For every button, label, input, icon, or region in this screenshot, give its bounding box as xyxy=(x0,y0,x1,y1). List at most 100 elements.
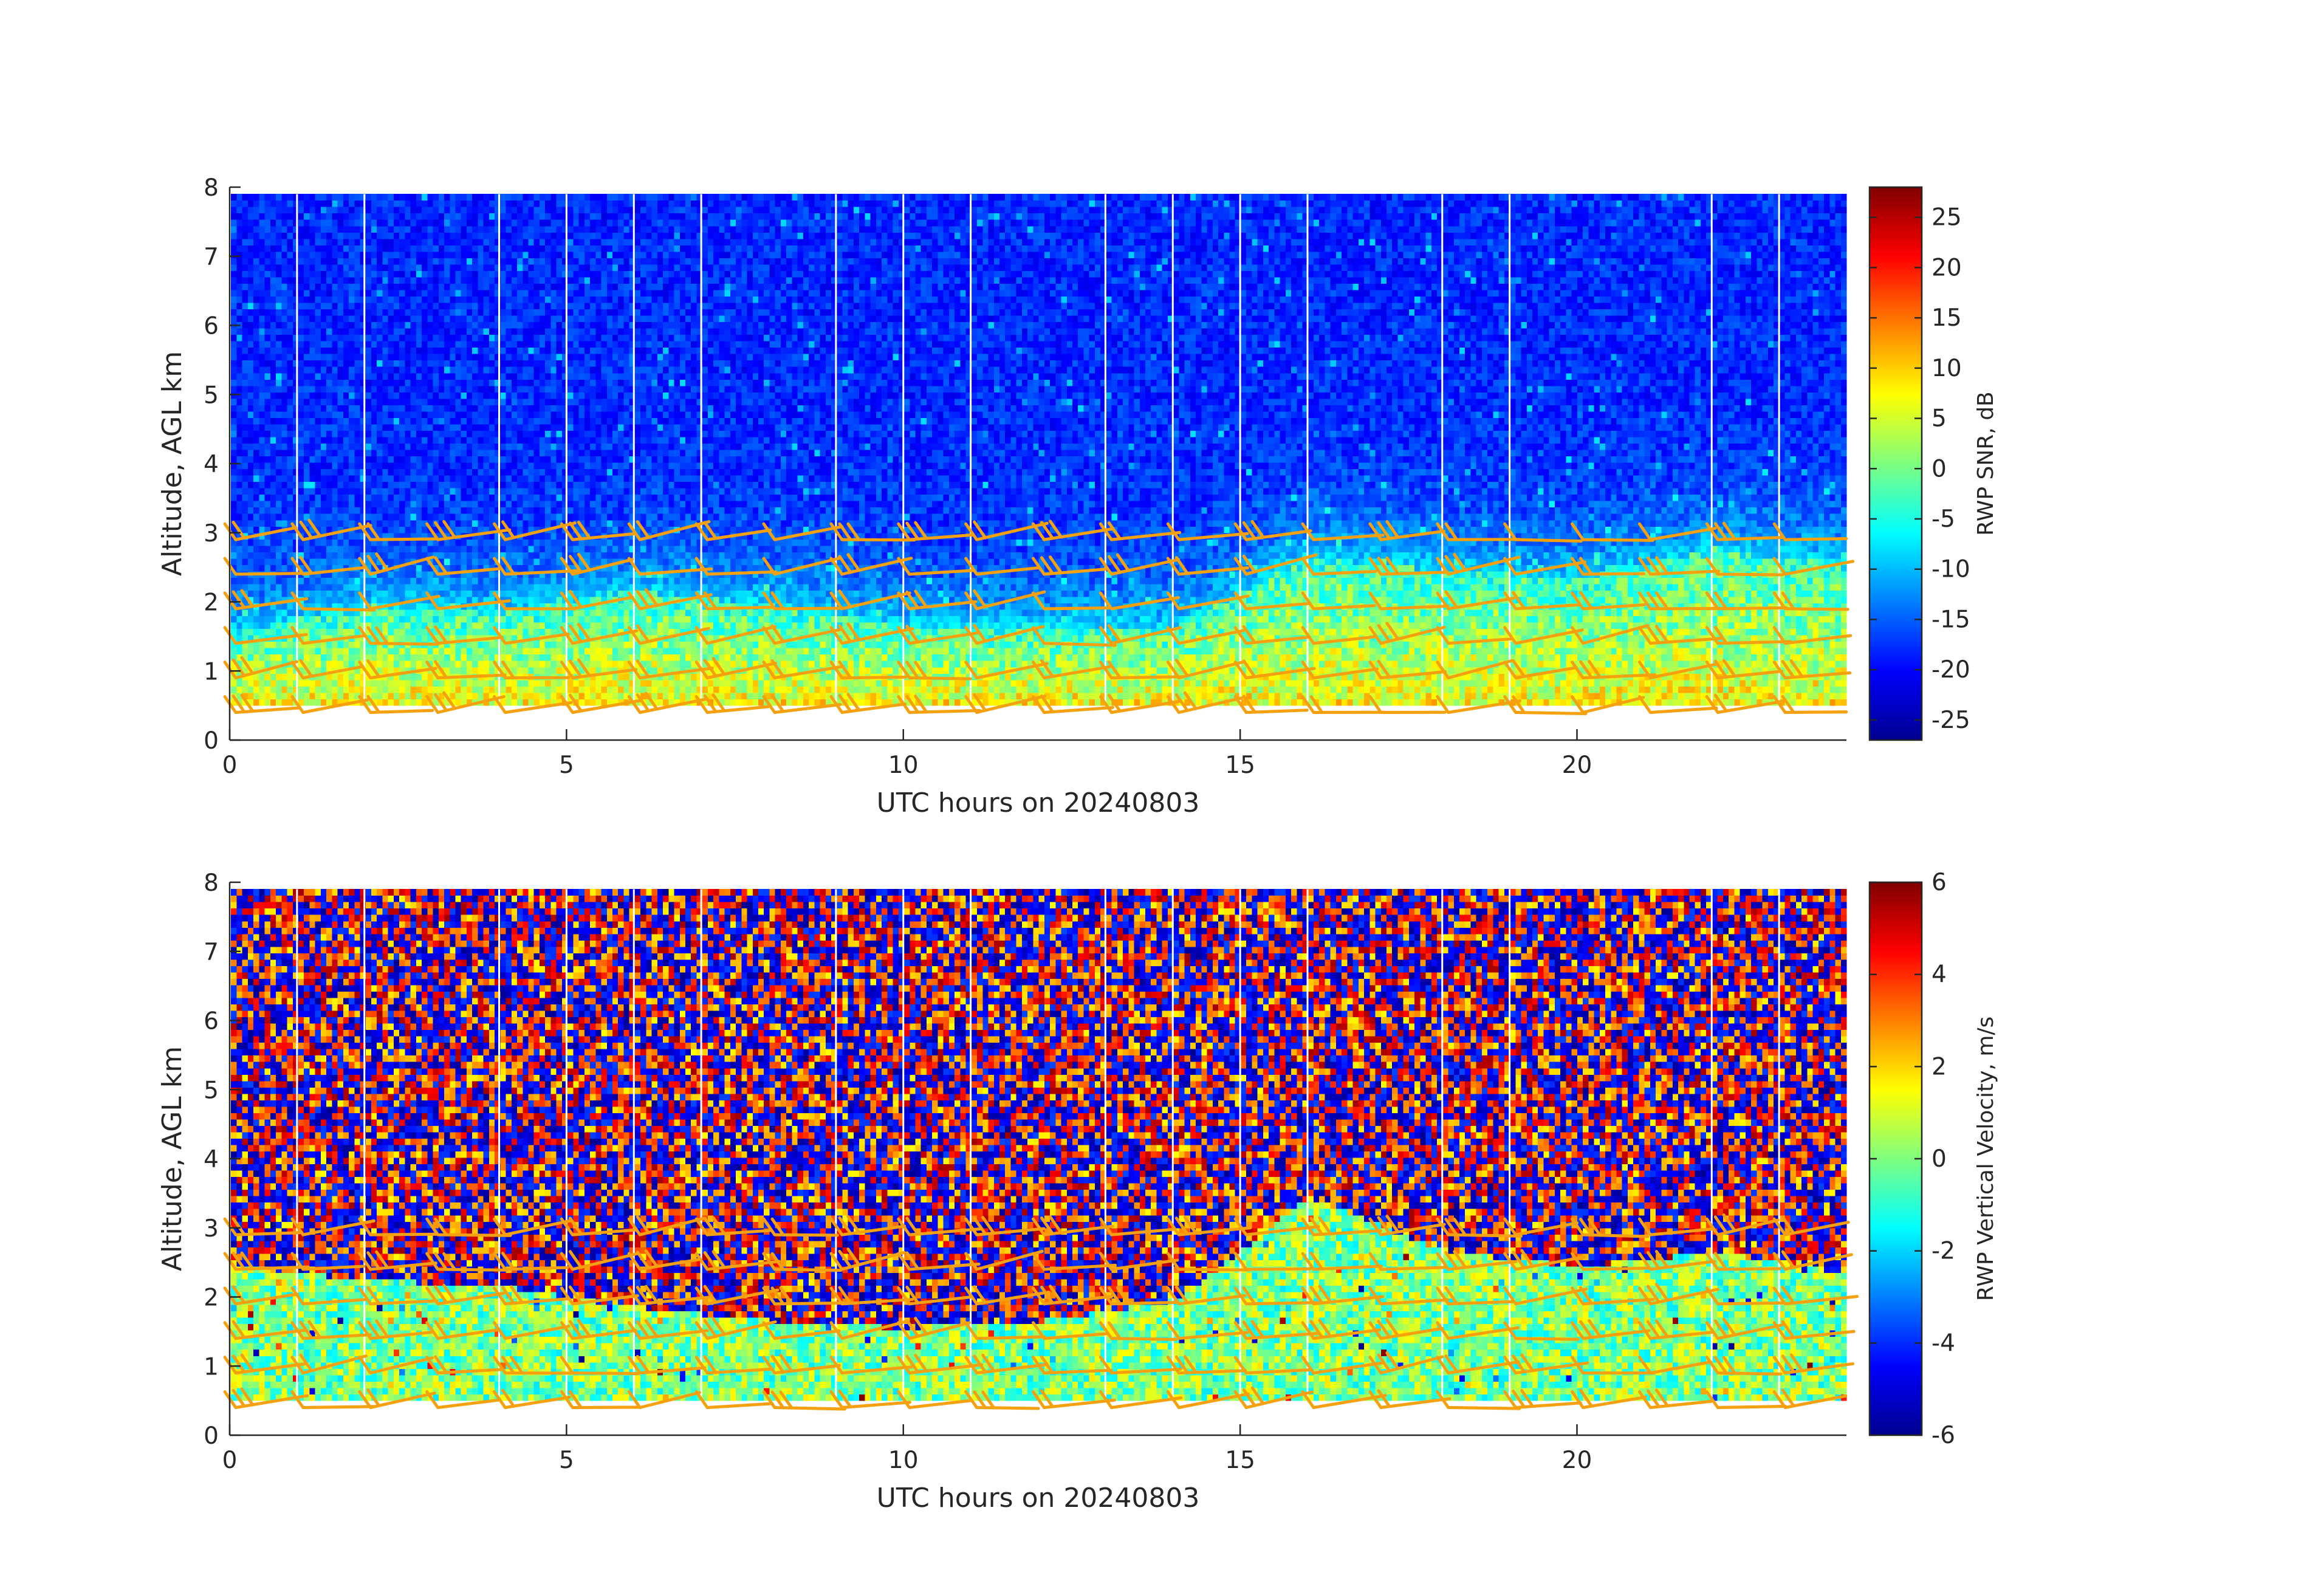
heatmap-cell xyxy=(287,315,293,322)
heatmap-cell xyxy=(236,469,242,476)
heatmap-cell xyxy=(354,315,360,322)
heatmap-cell xyxy=(338,348,344,354)
heatmap-cell xyxy=(383,335,389,341)
heatmap-cell xyxy=(326,450,332,456)
heatmap-cell xyxy=(231,622,237,629)
heatmap-cell xyxy=(259,654,265,661)
heatmap-cell xyxy=(259,341,265,348)
heatmap-cell xyxy=(310,475,316,482)
heatmap-cell xyxy=(265,437,271,444)
heatmap-cell xyxy=(253,430,259,437)
heatmap-cell xyxy=(253,660,259,667)
heatmap-cell xyxy=(231,226,237,233)
heatmap-cell xyxy=(248,322,254,329)
heatmap-cell xyxy=(287,533,293,540)
heatmap-cell xyxy=(236,264,242,271)
heatmap-cell xyxy=(366,309,372,316)
heatmap-cell xyxy=(343,450,349,456)
heatmap-cell xyxy=(315,341,321,348)
heatmap-cell xyxy=(354,252,360,258)
heatmap-cell xyxy=(287,546,293,552)
heatmap-cell xyxy=(310,539,316,546)
heatmap-cell xyxy=(281,539,287,546)
heatmap-cell xyxy=(349,616,355,623)
heatmap-cell xyxy=(265,348,271,354)
heatmap-cell xyxy=(326,501,332,507)
heatmap-cell xyxy=(281,501,287,507)
heatmap-cell xyxy=(321,270,327,277)
heatmap-cell xyxy=(383,341,389,348)
heatmap-cell xyxy=(377,341,383,348)
heatmap-cell xyxy=(338,309,344,316)
heatmap-cell xyxy=(231,430,237,437)
heatmap-cell xyxy=(259,597,265,603)
heatmap-cell xyxy=(236,309,242,316)
heatmap-cell xyxy=(377,462,383,469)
heatmap-cell xyxy=(354,335,360,341)
heatmap-cell xyxy=(338,648,344,654)
heatmap-cell xyxy=(276,411,282,418)
heatmap-cell xyxy=(276,226,282,233)
heatmap-cell xyxy=(332,648,338,654)
heatmap-cell xyxy=(371,399,377,405)
heatmap-cell xyxy=(253,501,259,507)
heatmap-cell xyxy=(349,590,355,597)
heatmap-cell xyxy=(304,680,310,687)
heatmap-cell xyxy=(366,399,372,405)
heatmap-cell xyxy=(248,622,254,629)
heatmap-cell xyxy=(366,379,372,386)
heatmap-cell xyxy=(231,207,237,213)
heatmap-cell xyxy=(304,207,310,213)
heatmap-cell xyxy=(377,194,383,201)
heatmap-cell xyxy=(281,399,287,405)
heatmap-cell xyxy=(354,207,360,213)
heatmap-cell xyxy=(270,699,276,705)
heatmap-cell xyxy=(259,680,265,687)
heatmap-cell xyxy=(354,642,360,648)
heatmap-cell xyxy=(371,584,377,591)
heatmap-cell xyxy=(366,405,372,411)
heatmap-cell xyxy=(366,354,372,360)
heatmap-cell xyxy=(332,264,338,271)
heatmap-cell xyxy=(281,379,287,386)
heatmap-cell xyxy=(231,443,237,450)
heatmap-cell xyxy=(377,424,383,431)
heatmap-cell xyxy=(321,616,327,623)
heatmap-cell xyxy=(321,469,327,476)
heatmap-cell xyxy=(265,430,271,437)
heatmap-cell xyxy=(248,693,254,699)
heatmap-cell xyxy=(259,322,265,329)
heatmap-cell xyxy=(304,462,310,469)
heatmap-cell xyxy=(276,315,282,322)
heatmap-cell xyxy=(298,348,304,354)
heatmap-cell xyxy=(321,399,327,405)
heatmap-cell xyxy=(332,520,338,527)
heatmap-cell xyxy=(354,341,360,348)
heatmap-cell xyxy=(343,629,349,636)
heatmap-cell xyxy=(366,252,372,258)
heatmap-cell xyxy=(270,424,276,431)
heatmap-cell xyxy=(242,520,249,527)
heatmap-cell xyxy=(253,264,259,271)
heatmap-cell xyxy=(281,309,287,316)
heatmap-cell xyxy=(231,392,237,399)
heatmap-cell xyxy=(281,213,287,220)
heatmap-cell xyxy=(281,533,287,540)
heatmap-cell xyxy=(338,456,344,463)
heatmap-cell xyxy=(349,437,355,444)
heatmap-cell xyxy=(270,642,276,648)
heatmap-cell xyxy=(343,354,349,360)
heatmap-cell xyxy=(231,328,237,335)
heatmap-cell xyxy=(354,290,360,297)
heatmap-cell xyxy=(377,495,383,501)
heatmap-cell xyxy=(315,360,321,367)
heatmap-cell xyxy=(343,207,349,213)
heatmap-cell xyxy=(242,245,249,252)
heatmap-cell xyxy=(377,360,383,367)
heatmap-cell xyxy=(259,482,265,489)
heatmap-cell xyxy=(259,348,265,354)
heatmap-cell xyxy=(371,488,377,495)
heatmap-cell xyxy=(321,283,327,290)
heatmap-cell xyxy=(242,507,249,514)
heatmap-cell xyxy=(326,475,332,482)
